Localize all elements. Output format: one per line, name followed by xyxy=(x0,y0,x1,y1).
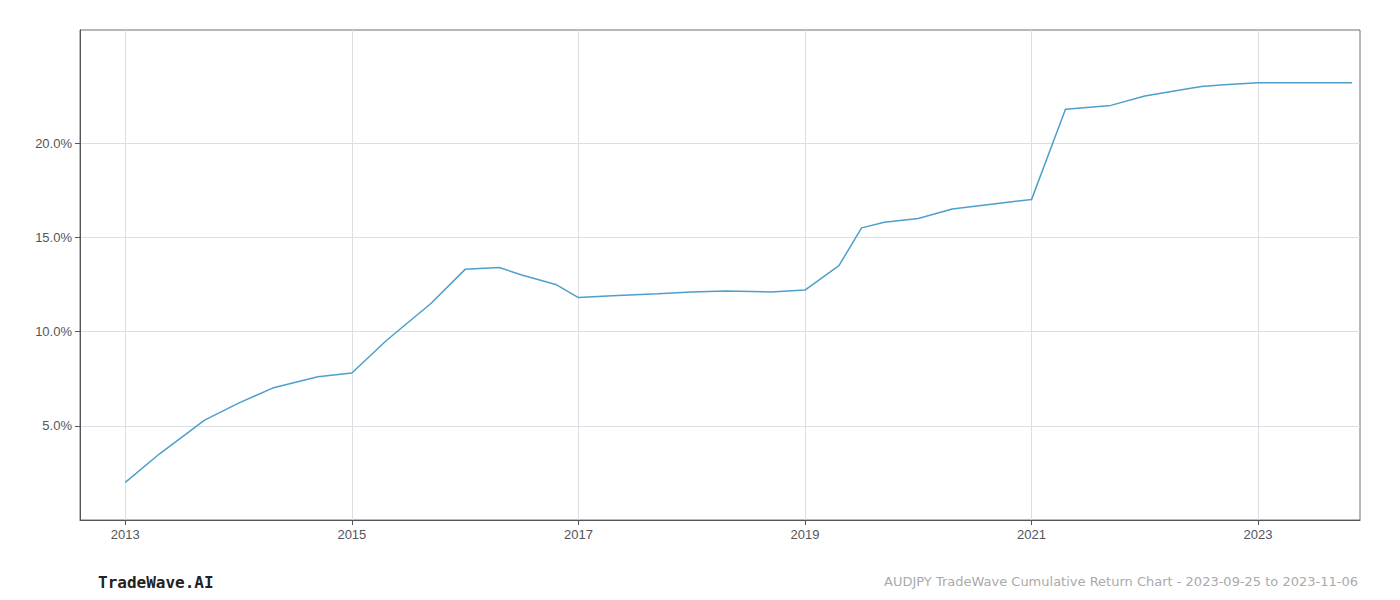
svg-text:2021: 2021 xyxy=(1017,527,1046,542)
svg-text:AUDJPY TradeWave Cumulative Re: AUDJPY TradeWave Cumulative Return Chart… xyxy=(884,574,1358,589)
svg-text:20.0%: 20.0% xyxy=(35,136,72,151)
svg-text:10.0%: 10.0% xyxy=(35,324,72,339)
svg-text:5.0%: 5.0% xyxy=(42,418,72,433)
svg-text:TradeWave.AI: TradeWave.AI xyxy=(98,573,214,592)
svg-text:2013: 2013 xyxy=(111,527,140,542)
svg-text:15.0%: 15.0% xyxy=(35,230,72,245)
svg-text:2023: 2023 xyxy=(1244,527,1273,542)
svg-text:2017: 2017 xyxy=(564,527,593,542)
svg-text:2015: 2015 xyxy=(337,527,366,542)
svg-text:2019: 2019 xyxy=(790,527,819,542)
